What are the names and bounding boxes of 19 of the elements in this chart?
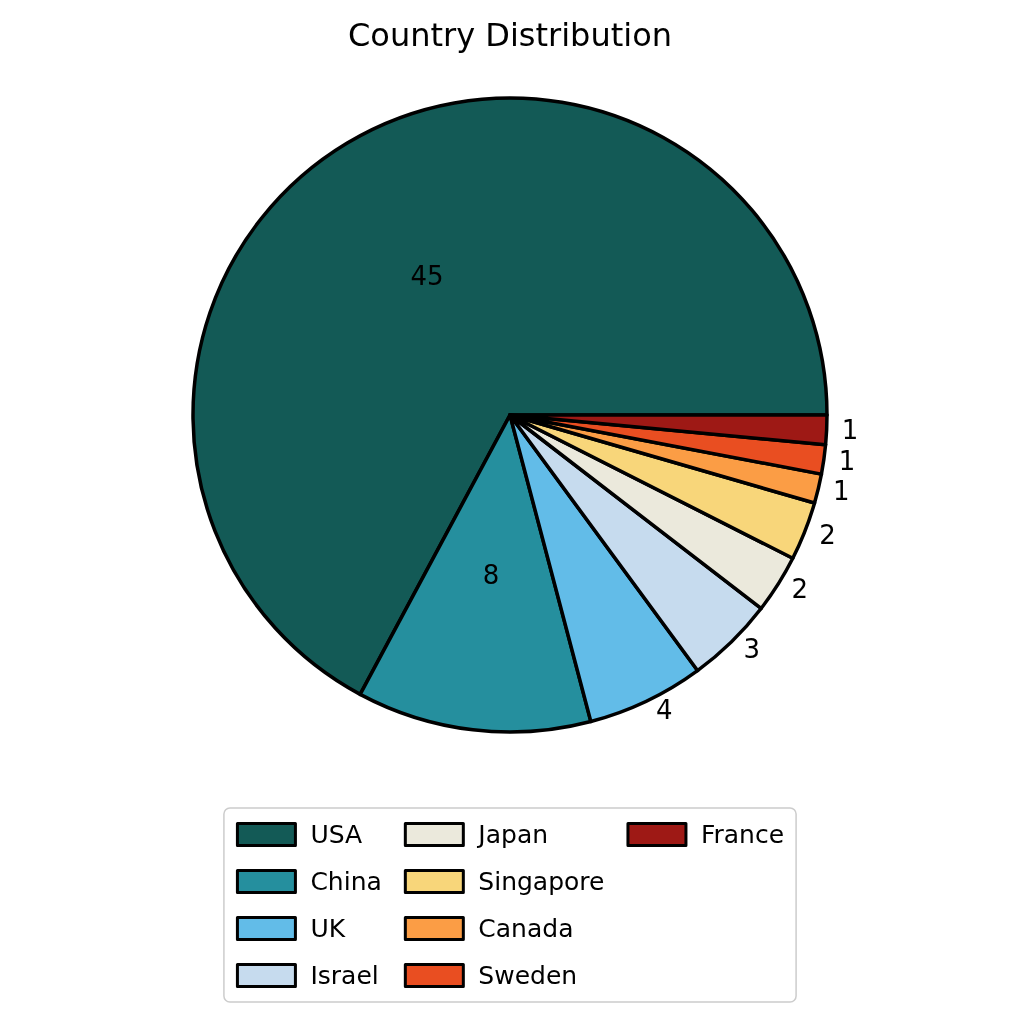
data-label: 2 xyxy=(819,519,836,550)
legend-label: Sweden xyxy=(478,961,578,990)
data-label: 45 xyxy=(410,261,444,292)
data-label: 2 xyxy=(791,574,809,605)
data-label: 8 xyxy=(482,560,500,591)
legend-label: UK xyxy=(310,914,346,943)
data-label: 3 xyxy=(743,633,761,664)
data-label: 1 xyxy=(841,415,859,446)
chart-title: Country Distribution xyxy=(348,16,672,54)
legend-label: USA xyxy=(310,820,363,849)
legend-label: China xyxy=(310,867,382,896)
legend-label: France xyxy=(700,820,785,849)
legend-label: Israel xyxy=(310,961,379,990)
data-label: 4 xyxy=(655,695,673,726)
data-label: 1 xyxy=(833,475,850,506)
legend-label: Canada xyxy=(478,914,574,943)
legend-label: Singapore xyxy=(478,867,605,896)
data-label: 1 xyxy=(838,445,856,476)
legend-label: Japan xyxy=(476,820,549,849)
